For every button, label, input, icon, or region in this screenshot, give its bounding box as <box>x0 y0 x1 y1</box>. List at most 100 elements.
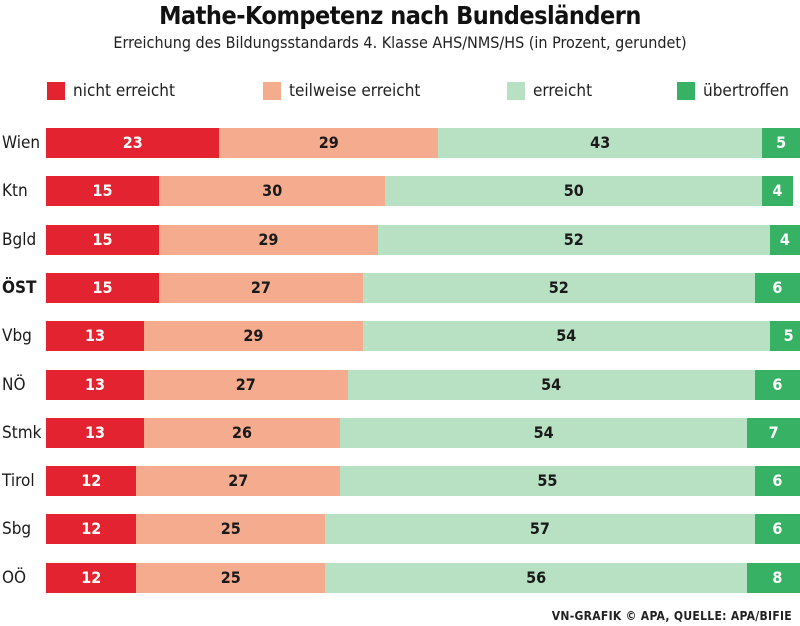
data-label-erreicht: 56 <box>526 568 547 587</box>
bar-segment-erreicht <box>377 225 771 255</box>
data-label-teilweise-erreicht: 27 <box>228 471 249 490</box>
data-label-uebertroffen: 6 <box>772 375 783 394</box>
bar-segment-teilweise-erreicht <box>159 176 386 206</box>
bar-segment-erreicht <box>438 128 763 158</box>
data-label-nicht-erreicht: 15 <box>92 181 113 200</box>
data-label-nicht-erreicht: 15 <box>92 230 113 249</box>
data-label-erreicht: 54 <box>556 326 577 345</box>
legend-label-nicht-erreicht: nicht erreicht <box>73 81 175 101</box>
data-label-teilweise-erreicht: 25 <box>220 568 241 587</box>
legend-swatch-nicht-erreicht <box>47 82 65 100</box>
bar-segment-nicht-erreicht <box>46 176 160 206</box>
data-label-erreicht: 55 <box>537 471 558 490</box>
data-label-nicht-erreicht: 12 <box>81 519 102 538</box>
bar-segment-nicht-erreicht <box>46 514 137 544</box>
legend-label-erreicht: erreicht <box>533 81 593 101</box>
bar-segment-nicht-erreicht <box>46 418 145 448</box>
bar-segment-uebertroffen <box>762 176 793 206</box>
bar-segment-erreicht <box>362 321 771 351</box>
data-label-erreicht: 54 <box>541 375 562 394</box>
bar-segment-uebertroffen <box>762 128 800 158</box>
row-label: Tirol <box>2 471 35 491</box>
data-label-teilweise-erreicht: 29 <box>258 230 279 249</box>
data-label-erreicht: 57 <box>529 519 550 538</box>
bar-segment-uebertroffen <box>747 418 800 448</box>
bar-segment-teilweise-erreicht <box>136 563 326 593</box>
row-label: OÖ <box>2 568 27 588</box>
data-label-erreicht: 50 <box>563 181 584 200</box>
chart-title: Mathe-Kompetenz nach Bundesländern <box>159 1 641 30</box>
data-label-nicht-erreicht: 12 <box>81 471 102 490</box>
bar-segment-uebertroffen <box>754 514 800 544</box>
data-label-nicht-erreicht: 15 <box>92 278 113 297</box>
data-label-uebertroffen: 6 <box>772 278 783 297</box>
row-label: Stmk <box>2 423 42 443</box>
data-label-uebertroffen: 8 <box>772 568 783 587</box>
bar-segment-erreicht <box>340 466 756 496</box>
data-label-erreicht: 52 <box>563 230 584 249</box>
bar-segment-erreicht <box>324 563 748 593</box>
data-label-uebertroffen: 4 <box>772 181 783 200</box>
bar-segment-nicht-erreicht <box>46 273 160 303</box>
bar-segment-nicht-erreicht <box>46 370 145 400</box>
row-label: Sbg <box>2 519 32 539</box>
data-label-uebertroffen: 4 <box>779 230 790 249</box>
data-label-teilweise-erreicht: 29 <box>318 133 339 152</box>
source-credit: VN-GRAFIK © APA, QUELLE: APA/BIFIE <box>551 609 792 623</box>
bar-segment-teilweise-erreicht <box>144 370 349 400</box>
bar-segment-erreicht <box>362 273 756 303</box>
data-label-uebertroffen: 6 <box>772 519 783 538</box>
chart-subtitle: Erreichung des Bildungsstandards 4. Klas… <box>113 33 687 52</box>
bar-segment-teilweise-erreicht <box>159 225 379 255</box>
bar-segment-uebertroffen <box>754 466 800 496</box>
bar-segment-erreicht <box>324 514 756 544</box>
data-label-erreicht: 52 <box>548 278 569 297</box>
legend-label-teilweise-erreicht: teilweise erreicht <box>289 81 421 101</box>
legend-item-teilweise-erreicht: teilweise erreicht <box>263 81 420 101</box>
data-label-uebertroffen: 5 <box>776 133 787 152</box>
bar-segment-teilweise-erreicht <box>136 514 326 544</box>
row-label: ÖST <box>2 278 37 298</box>
bar-segment-teilweise-erreicht <box>159 273 364 303</box>
bar-segment-nicht-erreicht <box>46 321 145 351</box>
row-label: Bgld <box>2 230 37 250</box>
legend-label-uebertroffen: übertroffen <box>703 81 790 101</box>
bar-segment-nicht-erreicht <box>46 225 160 255</box>
data-label-teilweise-erreicht: 27 <box>235 375 256 394</box>
data-label-teilweise-erreicht: 29 <box>243 326 264 345</box>
bar-segment-teilweise-erreicht <box>136 466 341 496</box>
bar-segment-erreicht <box>385 176 763 206</box>
bar-segment-teilweise-erreicht <box>219 128 439 158</box>
row-label: Vbg <box>2 326 32 346</box>
bar-segment-uebertroffen <box>754 370 800 400</box>
data-label-nicht-erreicht: 23 <box>122 133 143 152</box>
data-label-teilweise-erreicht: 30 <box>262 181 283 200</box>
data-label-uebertroffen: 6 <box>772 471 783 490</box>
data-label-uebertroffen: 7 <box>768 423 779 442</box>
legend-item-uebertroffen: übertroffen <box>677 81 789 101</box>
data-label-erreicht: 43 <box>590 133 611 152</box>
data-label-teilweise-erreicht: 25 <box>220 519 241 538</box>
row-label: Wien <box>2 133 41 153</box>
bar-segment-nicht-erreicht <box>46 128 220 158</box>
row-label: NÖ <box>2 375 26 395</box>
bar-segment-uebertroffen <box>769 225 800 255</box>
bar-segment-erreicht <box>347 370 756 400</box>
legend-swatch-teilweise-erreicht <box>263 82 281 100</box>
legend-swatch-erreicht <box>507 82 525 100</box>
bar-segment-uebertroffen <box>747 563 800 593</box>
data-label-teilweise-erreicht: 27 <box>250 278 271 297</box>
data-label-nicht-erreicht: 13 <box>84 375 106 394</box>
data-label-erreicht: 54 <box>533 423 554 442</box>
legend-item-erreicht: erreicht <box>507 81 592 101</box>
data-label-nicht-erreicht: 13 <box>84 326 106 345</box>
data-label-nicht-erreicht: 13 <box>84 423 106 442</box>
data-label-teilweise-erreicht: 26 <box>232 423 253 442</box>
legend-item-nicht-erreicht: nicht erreicht <box>47 81 175 101</box>
bar-segment-nicht-erreicht <box>46 466 137 496</box>
data-label-uebertroffen: 5 <box>783 326 794 345</box>
row-label: Ktn <box>2 181 28 201</box>
bar-segment-nicht-erreicht <box>46 563 137 593</box>
